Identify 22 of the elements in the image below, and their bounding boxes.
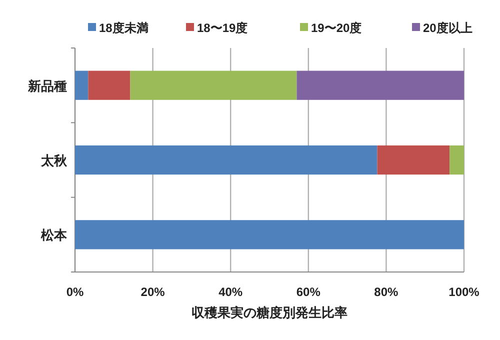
- bar: [377, 145, 450, 175]
- y-tick-label: 新品種: [27, 78, 67, 94]
- bar: [296, 70, 464, 100]
- bar: [75, 145, 378, 175]
- bar: [75, 70, 88, 100]
- legend-label: 18〜19度: [197, 21, 248, 35]
- bar: [75, 220, 464, 250]
- y-tick-label: 太秋: [40, 153, 68, 168]
- bar: [130, 70, 297, 100]
- x-axis-title: 収穫果実の糖度別発生比率: [192, 305, 348, 320]
- bar: [88, 70, 130, 100]
- x-tick-label: 0%: [66, 285, 84, 299]
- x-tick-label: 60%: [296, 285, 321, 299]
- x-tick-label: 80%: [374, 285, 399, 299]
- x-tick-label: 40%: [218, 285, 243, 299]
- legend-label: 20度以上: [423, 21, 472, 35]
- y-tick-label: 松本: [40, 228, 68, 243]
- legend-label: 18度未満: [99, 21, 148, 35]
- legend-label: 19〜20度: [311, 21, 362, 35]
- x-tick-label: 20%: [140, 285, 166, 299]
- x-tick-label: 100%: [448, 285, 480, 299]
- bar: [450, 145, 464, 175]
